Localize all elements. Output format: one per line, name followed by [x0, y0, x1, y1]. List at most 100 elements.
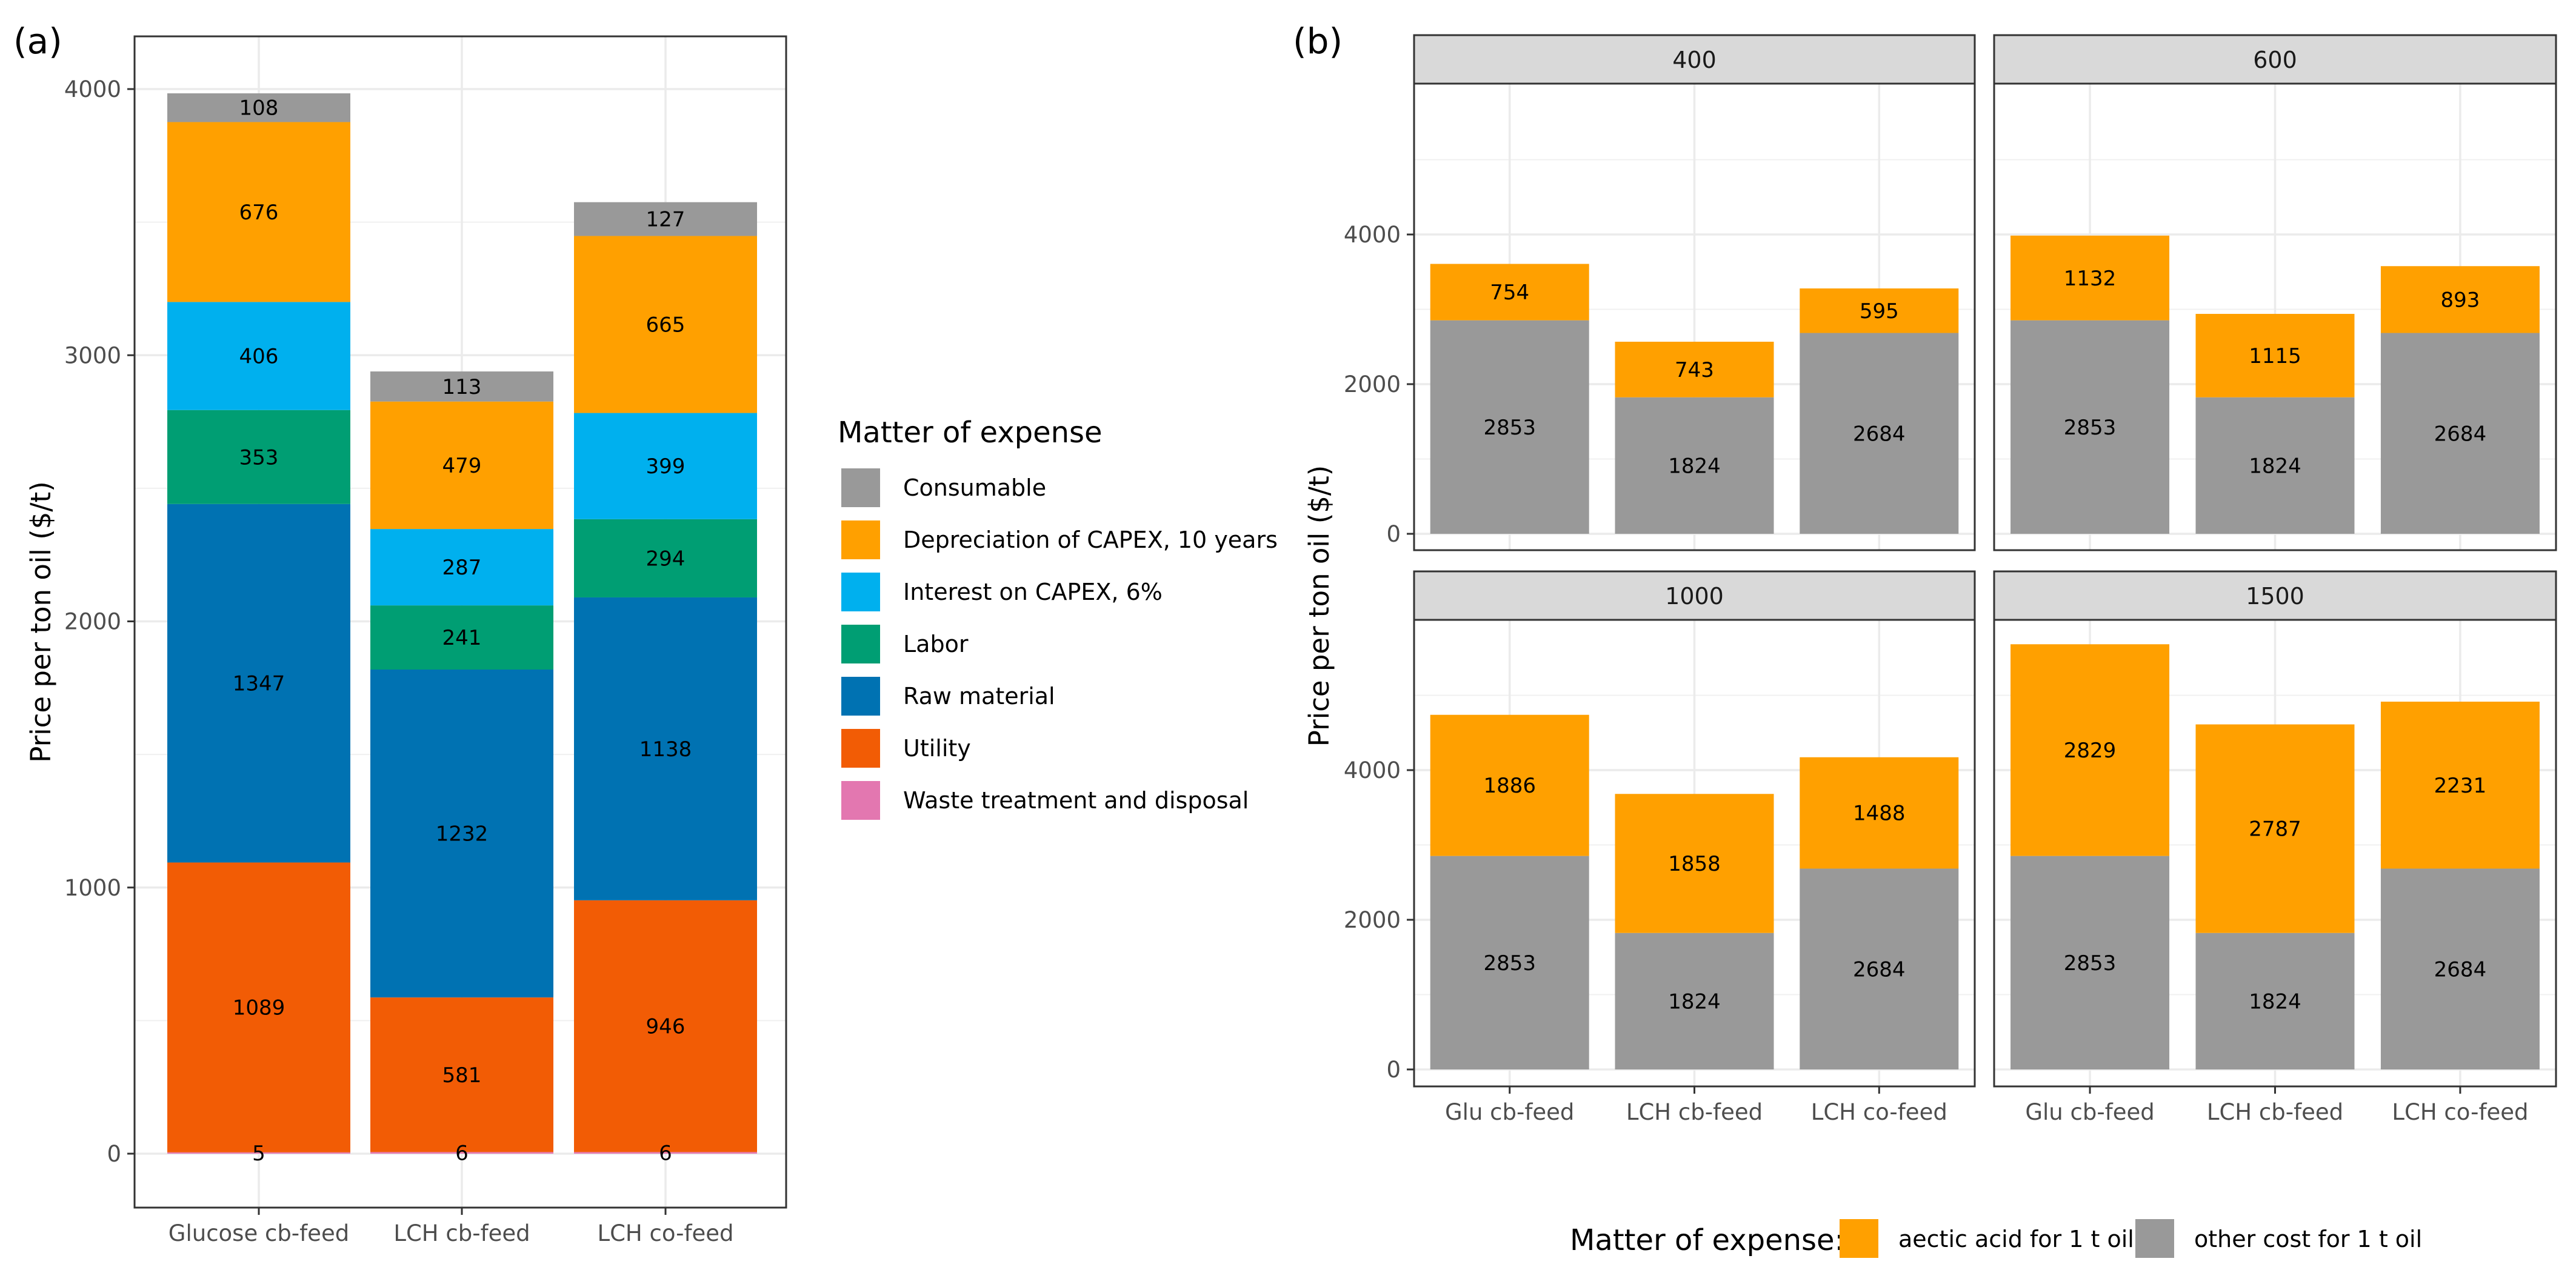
- bar-value-label: 743: [1675, 358, 1714, 382]
- bar-other-cost: [1430, 320, 1589, 534]
- bar-value-label: 353: [239, 445, 279, 470]
- bar-value-label: 2787: [2249, 817, 2301, 842]
- bar-segment: [574, 413, 757, 519]
- panel-a-plot: 5 1089 1347 353 406 676 108 6 581 1232 241 287 479 11…: [25, 35, 787, 1246]
- bar-value-label: 1132: [2064, 267, 2117, 291]
- bar-segment: [167, 122, 350, 302]
- bar-value-label: 581: [442, 1063, 482, 1088]
- bar-value-label: 893: [2440, 288, 2480, 312]
- facet-strip: [1993, 34, 2557, 85]
- legend-label: aectic acid for 1 t oil: [1898, 1226, 2134, 1252]
- bar-acetic-acid: [2195, 724, 2355, 933]
- bar-segment: [370, 1152, 553, 1154]
- bar-acetic-acid: [1800, 757, 1959, 869]
- bar-value-label: 2853: [2064, 951, 2117, 976]
- bar-segment: [167, 410, 350, 504]
- bar-segment: [167, 1152, 350, 1154]
- legend-key: [841, 781, 880, 820]
- bar-acetic-acid: [1430, 264, 1589, 321]
- legend-title: Matter of expense:: [1570, 1223, 1844, 1257]
- legend-key: [841, 625, 880, 663]
- bar-acetic-acid: [2010, 235, 2170, 321]
- legend-label: Labor: [903, 631, 969, 657]
- bar-value-label: 287: [442, 556, 482, 580]
- bar-acetic-acid: [2380, 701, 2540, 869]
- bar-value-label: 676: [239, 201, 279, 225]
- bar-segment: [370, 371, 553, 402]
- bar-value-label: 2231: [2434, 774, 2487, 798]
- legend-label: other cost for 1 t oil: [2194, 1226, 2422, 1252]
- bar-segment: [167, 93, 350, 122]
- bar-value-label: 946: [646, 1015, 686, 1039]
- bar-acetic-acid: [2195, 314, 2355, 397]
- facet-border: [1993, 82, 2557, 551]
- bar-segment: [167, 504, 350, 863]
- y-tick-label: 4000: [1344, 757, 1401, 783]
- bar-acetic-acid: [1800, 288, 1959, 333]
- facet-1000: 1000 2853 1886 1824 1858 2684 1488 0 2000 4000 Glu…: [1344, 570, 1976, 1125]
- bar-acetic-acid: [1615, 794, 1774, 933]
- x-tick-label: LCH co-feed: [597, 1220, 733, 1246]
- bar-value-label: 1824: [1668, 454, 1721, 478]
- y-tick-label: 0: [1386, 1057, 1401, 1083]
- bar-other-cost: [2195, 933, 2355, 1069]
- bar-other-cost: [2010, 320, 2170, 534]
- bar-segment: [167, 862, 350, 1152]
- bar-value-label: 2684: [1853, 957, 1906, 982]
- bar-value-label: 754: [1490, 281, 1529, 305]
- bar-value-label: 1232: [436, 822, 489, 846]
- y-tick-label: 0: [107, 1141, 121, 1167]
- bar-segment: [167, 302, 350, 410]
- legend-label: Consumable: [903, 474, 1046, 501]
- y-tick-label: 2000: [1344, 907, 1401, 933]
- bar-value-label: 1089: [233, 996, 285, 1020]
- bar-value-label: 406: [239, 345, 279, 369]
- bar-other-cost: [1430, 856, 1589, 1069]
- bar-other-cost: [1800, 868, 1959, 1069]
- facet-strip-label: 400: [1672, 47, 1717, 73]
- bar-value-label: 1138: [639, 737, 692, 762]
- bar-value-label: 113: [442, 375, 482, 399]
- legend-key: [841, 520, 880, 559]
- bar-segment: [370, 670, 553, 998]
- legend-label: Raw material: [903, 683, 1055, 710]
- legend-label: Interest on CAPEX, 6%: [903, 579, 1163, 605]
- bar-value-label: 108: [239, 96, 279, 121]
- bar-other-cost: [2380, 868, 2540, 1069]
- bar-value-label: 2853: [1483, 951, 1536, 976]
- legend-label: Depreciation of CAPEX, 10 years: [903, 527, 1278, 553]
- facet-600: 600 2853 1132 1824 1115 2684 893: [1993, 34, 2557, 551]
- panel-a-legend: Matter of expense Consumable Depreciation …: [838, 416, 1278, 820]
- bar-value-label: 6: [455, 1142, 469, 1166]
- panel-a-label: (a): [13, 21, 62, 62]
- panel-b-label: (b): [1293, 21, 1343, 62]
- y-tick-label: 1000: [64, 875, 121, 901]
- facet-1500: 1500 2853 2829 1824 2787 2684 2231 Glu cb-feed L…: [1993, 570, 2557, 1125]
- bar-value-label: 127: [646, 208, 686, 232]
- bar-segment: [574, 519, 757, 597]
- bar-value-label: 294: [646, 547, 686, 571]
- bar-segment: [574, 236, 757, 413]
- y-axis-title: Price per ton oil ($/t): [1303, 465, 1335, 747]
- y-tick-label: 0: [1386, 521, 1401, 547]
- bar-value-label: 241: [442, 626, 482, 650]
- bar-segment: [370, 401, 553, 530]
- bar-value-label: 5: [252, 1142, 265, 1166]
- bar-acetic-acid: [1615, 341, 1774, 397]
- legend-key: [841, 573, 880, 611]
- bar-value-label: 595: [1860, 299, 1899, 324]
- facet-400: 400 2853 754 1824 743 2684 595 0 2000 4000: [1344, 34, 1976, 551]
- bar-other-cost: [2010, 856, 2170, 1069]
- x-tick-label: LCH co-feed: [1811, 1099, 1947, 1125]
- bar-segment: [574, 202, 757, 236]
- bar-value-label: 1115: [2249, 344, 2301, 368]
- facet-strip-label: 600: [2253, 47, 2297, 73]
- bar-segment: [370, 605, 553, 670]
- x-tick-label: LCH cb-feed: [393, 1220, 530, 1246]
- legend-title: Matter of expense: [838, 416, 1103, 450]
- y-tick-label: 4000: [1344, 222, 1401, 248]
- legend-key: [2135, 1219, 2174, 1258]
- y-tick-label: 3000: [64, 342, 121, 368]
- bar-acetic-acid: [1430, 714, 1589, 856]
- bar-value-label: 1347: [233, 672, 285, 696]
